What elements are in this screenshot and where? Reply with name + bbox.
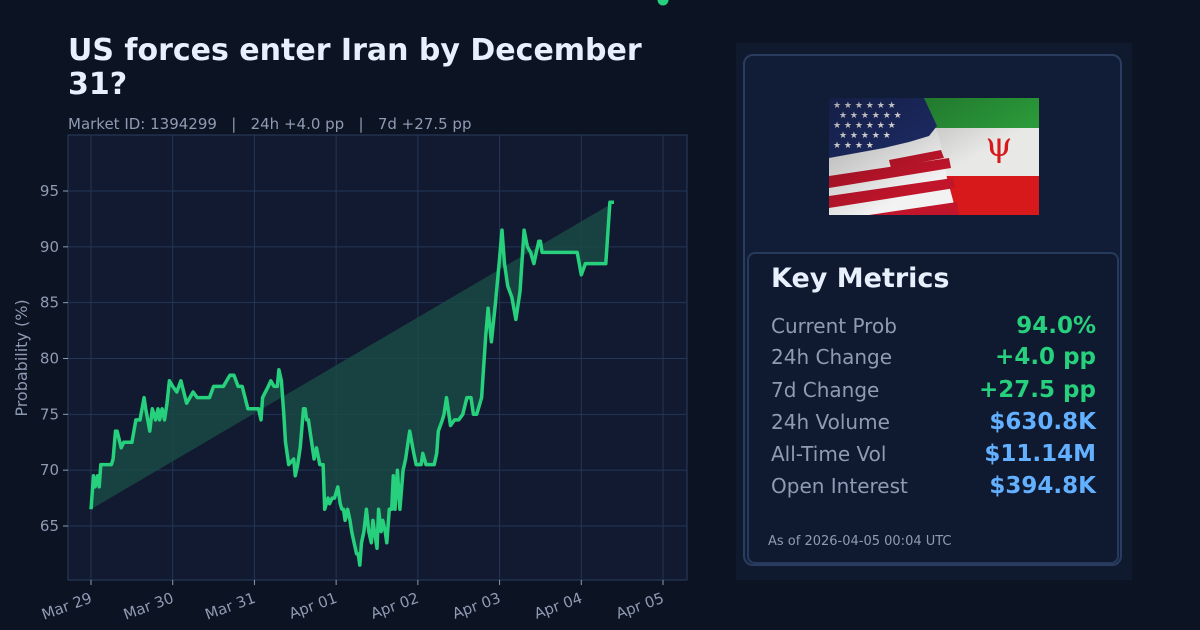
metric-label: Open Interest bbox=[771, 474, 908, 498]
as-of-timestamp: As of 2026-04-05 00:04 UTC bbox=[768, 534, 952, 549]
y-tick-label: 70 bbox=[40, 461, 59, 479]
metric-label: 24h Volume bbox=[771, 410, 890, 434]
metric-label: 7d Change bbox=[771, 378, 880, 402]
y-tick-label: 75 bbox=[40, 405, 59, 423]
key-metrics-title: Key Metrics bbox=[771, 263, 950, 294]
market-subtitle: Market ID: 1394299 | 24h +4.0 pp | 7d +2… bbox=[68, 115, 472, 133]
y-tick-label: 85 bbox=[40, 294, 59, 312]
metric-value: +27.5 pp bbox=[979, 377, 1096, 403]
x-tick-label: Apr 04 bbox=[532, 589, 585, 623]
metric-label: All-Time Vol bbox=[771, 442, 887, 466]
metric-label: 24h Change bbox=[771, 345, 893, 369]
metric-row-open-interest: Open Interest $394.8K bbox=[771, 471, 1096, 501]
key-metrics-card bbox=[747, 252, 1119, 564]
metric-value: $11.14M bbox=[984, 441, 1096, 467]
metric-row-all-time-vol: All-Time Vol $11.14M bbox=[771, 439, 1096, 469]
y-tick-label: 90 bbox=[40, 238, 59, 256]
metric-value: $630.8K bbox=[989, 409, 1096, 435]
y-axis-label: Probability (%) bbox=[12, 299, 31, 416]
metric-row-current-prob: Current Prob 94.0% bbox=[771, 311, 1096, 341]
area-fill bbox=[91, 202, 614, 566]
x-tick-label: Mar 30 bbox=[121, 589, 176, 624]
metric-label: Current Prob bbox=[771, 314, 897, 338]
x-tick-label: Apr 05 bbox=[613, 589, 666, 623]
x-tick-label: Mar 31 bbox=[203, 589, 258, 624]
x-tick-label: Apr 03 bbox=[450, 589, 503, 623]
current-value-marker bbox=[657, 0, 669, 6]
x-tick-label: Apr 02 bbox=[368, 589, 421, 623]
x-tick-label: Mar 29 bbox=[39, 589, 94, 624]
metric-value: $394.8K bbox=[989, 473, 1096, 499]
probability-line bbox=[89, 200, 614, 567]
y-tick-label: 80 bbox=[40, 350, 59, 368]
metric-value: +4.0 pp bbox=[995, 344, 1096, 370]
metric-row-7d-change: 7d Change +27.5 pp bbox=[771, 375, 1096, 405]
probability-chart: 65 70 75 80 85 90 95 Mar 29 Mar 30 Mar 31 Apr 01 Ap… bbox=[12, 0, 688, 624]
metric-row-24h-change: 24h Change +4.0 pp bbox=[771, 342, 1096, 372]
x-tick-label: Apr 01 bbox=[287, 589, 340, 623]
y-tick-label: 95 bbox=[40, 182, 59, 200]
page-title: US forces enter Iran by December 31? bbox=[68, 33, 642, 102]
metric-row-24h-volume: 24h Volume $630.8K bbox=[771, 407, 1096, 437]
y-tick-label: 65 bbox=[40, 517, 59, 535]
us-iran-flags-image: ψ ★ ★ ★ ★ ★ ★ ★ ★ ★ ★ ★ ★ ★ ★ ★ ★ ★ ★ ★ … bbox=[829, 98, 1039, 215]
metric-value: 94.0% bbox=[1016, 313, 1096, 339]
